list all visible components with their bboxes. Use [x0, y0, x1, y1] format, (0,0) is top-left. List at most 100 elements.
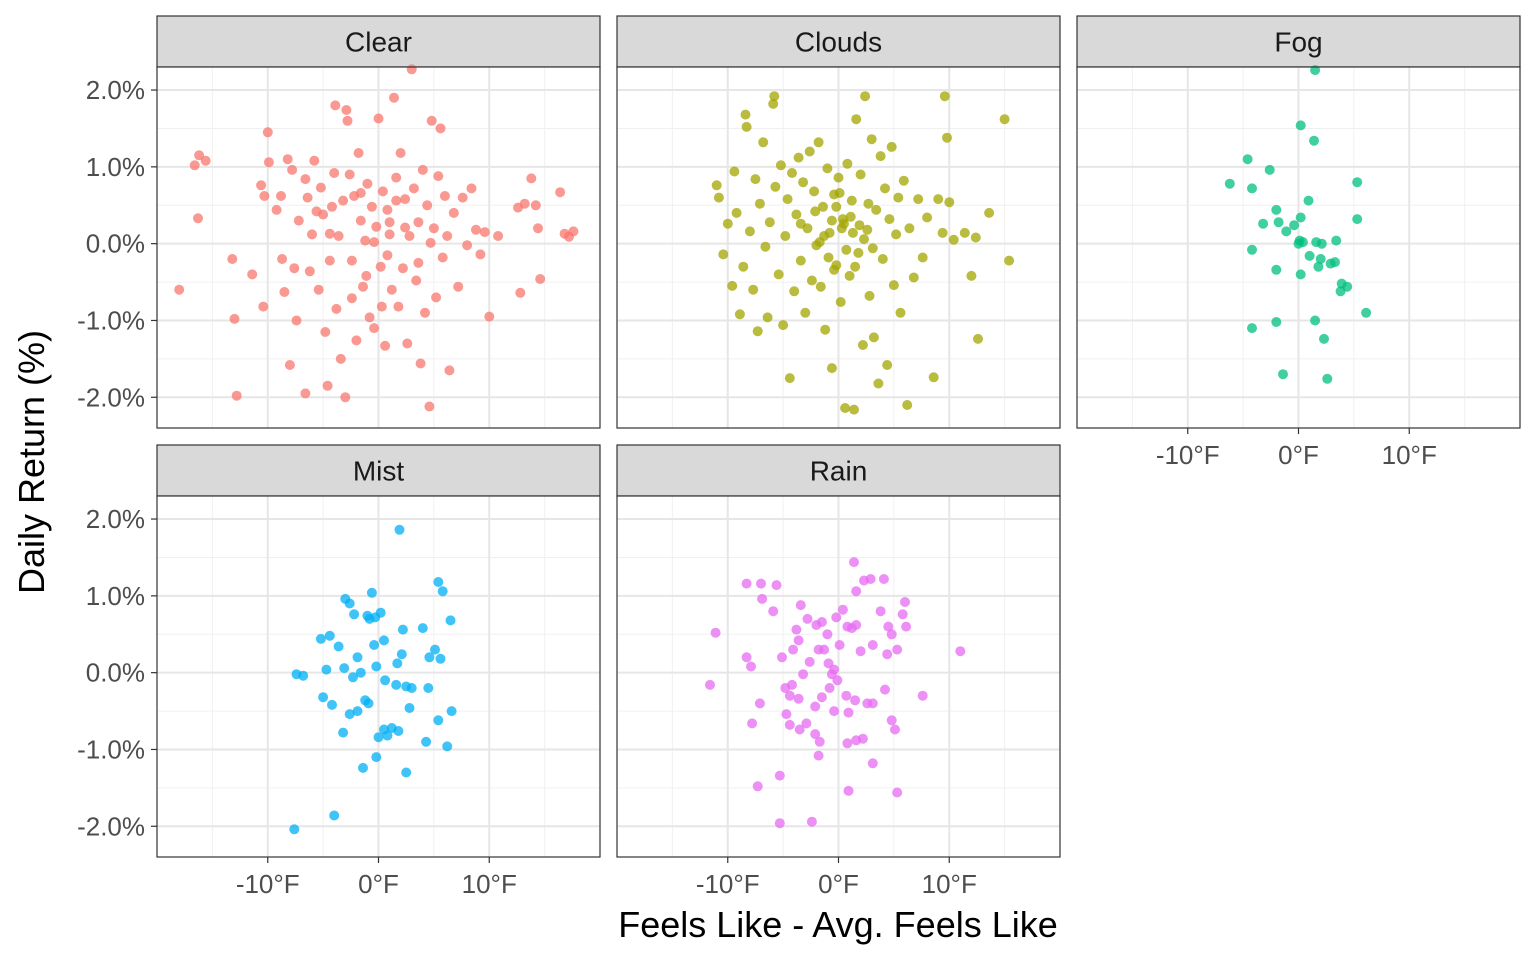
data-point — [891, 229, 902, 240]
data-point — [841, 244, 852, 255]
data-point — [1303, 195, 1314, 206]
data-point — [752, 326, 763, 337]
data-point — [705, 679, 715, 690]
data-point — [431, 292, 442, 303]
data-point — [814, 736, 825, 747]
data-point — [857, 340, 868, 350]
data-point — [758, 137, 769, 148]
data-point — [433, 715, 444, 726]
data-point — [318, 692, 329, 703]
data-point — [535, 274, 546, 284]
data-point — [826, 215, 837, 226]
data-point — [777, 652, 787, 663]
data-point — [342, 115, 353, 126]
data-point — [277, 254, 288, 264]
data-point — [355, 215, 366, 226]
data-point — [1295, 212, 1306, 223]
data-point — [453, 281, 464, 292]
data-point — [810, 701, 821, 712]
data-point — [710, 627, 721, 638]
data-point — [781, 709, 792, 720]
data-point — [850, 261, 861, 272]
data-point — [519, 198, 530, 209]
data-point — [344, 709, 355, 720]
data-point — [1310, 315, 1321, 326]
data-point — [853, 247, 864, 258]
data-point — [386, 284, 397, 295]
data-point — [1281, 226, 1292, 237]
data-point — [421, 736, 432, 747]
x-tick-label: 10°F — [462, 869, 517, 899]
data-point — [302, 192, 313, 203]
data-point — [366, 201, 377, 212]
data-point — [396, 649, 407, 660]
data-point — [802, 613, 813, 624]
data-point — [850, 695, 861, 706]
data-point — [718, 249, 729, 260]
x-tick-label: -10°F — [236, 869, 300, 899]
data-point — [320, 327, 331, 337]
data-point — [884, 214, 895, 225]
data-point — [329, 168, 340, 178]
data-point — [411, 275, 422, 286]
data-point — [289, 824, 300, 835]
data-point — [917, 252, 928, 263]
data-point — [415, 358, 426, 369]
data-point — [893, 192, 904, 203]
y-tick-label: 1.0% — [86, 152, 145, 182]
data-point — [360, 235, 371, 246]
data-point — [445, 615, 456, 626]
data-point — [819, 644, 830, 655]
data-point — [834, 188, 845, 198]
data-point — [401, 767, 412, 778]
data-point — [780, 231, 791, 241]
facet-fog: Fog -10°F 0°F 10°F — [1076, 15, 1521, 470]
data-point — [886, 141, 897, 152]
data-point — [782, 194, 793, 205]
x-tick-label: 10°F — [922, 869, 977, 899]
data-point — [769, 91, 780, 102]
facet-label: Rain — [810, 456, 868, 487]
data-point — [855, 646, 866, 657]
data-point — [1315, 254, 1326, 264]
data-point — [741, 652, 752, 663]
data-point — [333, 231, 344, 241]
data-point — [439, 191, 450, 201]
y-tick-label: 0.0% — [86, 658, 145, 688]
y-tick-label: 1.0% — [86, 581, 145, 611]
data-point — [835, 297, 846, 307]
data-point — [284, 360, 295, 370]
data-point — [417, 623, 428, 634]
y-tick-label: -2.0% — [77, 811, 145, 841]
y-tick-label: -1.0% — [77, 305, 145, 335]
x-tick-label: -10°F — [696, 869, 760, 899]
data-point — [404, 703, 415, 713]
data-point — [948, 234, 959, 245]
data-point — [435, 123, 446, 134]
data-point — [375, 261, 386, 272]
data-point — [437, 252, 448, 263]
data-point — [313, 284, 324, 295]
data-point — [408, 183, 419, 194]
data-point — [446, 706, 457, 717]
data-point — [922, 212, 933, 223]
data-point — [420, 307, 430, 318]
data-point — [404, 231, 415, 241]
data-point — [1278, 369, 1288, 380]
data-point — [282, 154, 293, 165]
data-point — [457, 192, 468, 203]
data-point — [970, 232, 981, 243]
data-point — [318, 209, 329, 220]
data-point — [764, 217, 775, 228]
data-point — [973, 333, 983, 344]
data-point — [1289, 220, 1300, 231]
data-point — [189, 160, 200, 171]
data-point — [324, 255, 335, 266]
data-point — [493, 231, 504, 241]
data-point — [846, 195, 857, 206]
data-point — [741, 121, 752, 132]
data-point — [568, 226, 579, 237]
data-point — [315, 182, 326, 193]
data-point — [424, 652, 435, 663]
data-point — [784, 719, 795, 730]
